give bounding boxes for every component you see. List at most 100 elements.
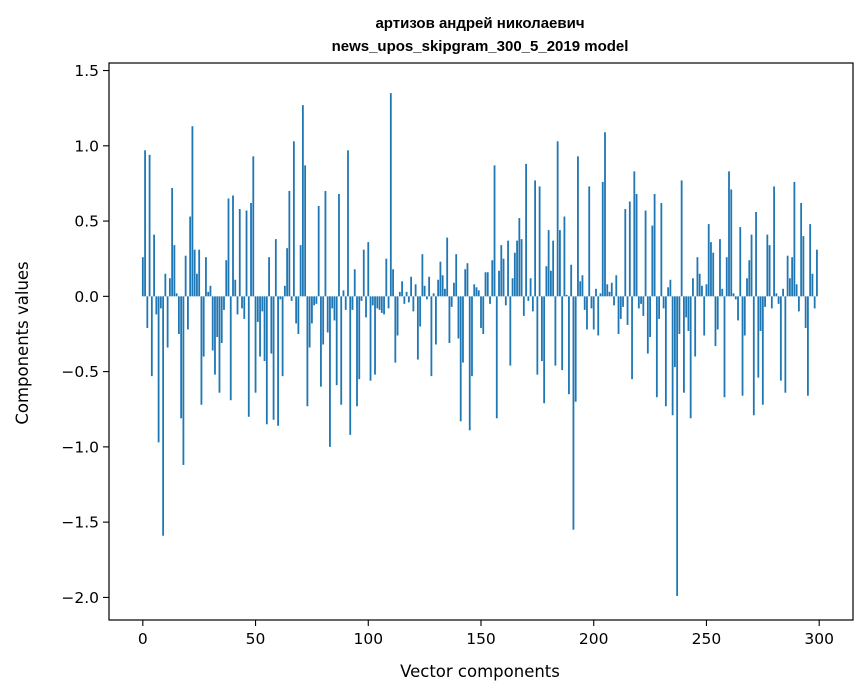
bar: [565, 294, 568, 297]
y-tick-label: −2.0: [61, 589, 99, 607]
bar: [432, 293, 435, 297]
bar: [256, 296, 259, 322]
bar: [380, 296, 383, 313]
bar: [425, 296, 428, 300]
bar: [660, 203, 663, 297]
bar: [635, 193, 638, 297]
bar: [703, 296, 706, 336]
bar: [698, 273, 701, 297]
bar: [317, 206, 320, 297]
bar: [444, 288, 446, 297]
bar: [304, 165, 307, 297]
bar: [392, 269, 394, 297]
bar: [811, 273, 814, 297]
bar: [344, 296, 347, 310]
bar: [707, 224, 710, 297]
bar: [338, 193, 340, 297]
bar: [545, 266, 548, 297]
chart-title-line-1: артизов андрей николаевич: [375, 15, 584, 32]
bar: [491, 260, 494, 297]
bar: [265, 296, 268, 425]
bar: [374, 296, 376, 375]
bar: [486, 272, 489, 297]
bar: [644, 210, 647, 297]
bar: [416, 296, 419, 360]
bar: [198, 249, 201, 297]
bar: [414, 284, 417, 297]
bar: [761, 296, 764, 405]
bar: [283, 285, 286, 297]
bar: [804, 296, 807, 328]
bar: [484, 272, 487, 297]
bar: [311, 296, 313, 324]
bar: [696, 257, 699, 297]
bar: [649, 296, 651, 337]
bar: [719, 239, 721, 297]
bar: [349, 296, 352, 435]
bar: [455, 254, 458, 297]
bar: [556, 141, 559, 297]
bar: [651, 225, 654, 297]
bar: [439, 261, 442, 297]
bar: [446, 237, 449, 297]
bar: [150, 296, 153, 377]
bar: [561, 296, 564, 371]
bar: [394, 296, 397, 363]
bar: [552, 240, 555, 297]
bar: [559, 230, 561, 297]
bar: [628, 201, 631, 297]
bar: [340, 296, 343, 405]
bar: [437, 279, 440, 297]
bar: [209, 285, 212, 297]
x-tick-label: 100: [353, 630, 383, 648]
bar: [288, 190, 291, 297]
bar: [802, 236, 805, 297]
y-tick-label: 0.0: [74, 288, 99, 306]
bar: [155, 296, 158, 315]
bar: [777, 296, 780, 304]
bar: [493, 165, 496, 297]
bar: [475, 287, 478, 297]
bar: [741, 296, 744, 396]
bar: [148, 154, 151, 297]
bar: [714, 296, 717, 347]
bar: [536, 296, 539, 375]
x-tick-label: 50: [246, 630, 266, 648]
bar: [809, 224, 812, 297]
bar: [301, 105, 304, 297]
bar: [784, 296, 787, 393]
bar: [613, 296, 615, 306]
bar: [746, 278, 748, 297]
bar: [477, 290, 480, 297]
bar: [252, 156, 255, 297]
bar: [502, 258, 505, 297]
bar: [205, 257, 207, 297]
bar: [518, 218, 521, 297]
bar: [245, 210, 248, 297]
bar: [297, 296, 300, 334]
bar: [272, 296, 275, 420]
bar: [254, 296, 257, 393]
bar: [522, 296, 525, 316]
bar: [306, 296, 309, 407]
bar: [728, 171, 730, 297]
bar: [166, 296, 169, 348]
bar: [662, 296, 665, 309]
bar: [180, 296, 183, 419]
bar: [450, 296, 453, 307]
bar: [633, 171, 636, 297]
bar: [782, 288, 785, 297]
bar: [324, 190, 327, 297]
x-tick-label: 200: [579, 630, 609, 648]
bar: [807, 296, 809, 396]
bar: [687, 296, 690, 331]
bar: [667, 287, 670, 297]
bar: [678, 296, 681, 334]
bar: [171, 187, 174, 297]
bar: [168, 278, 171, 297]
bar: [157, 296, 160, 443]
bar: [223, 296, 225, 310]
bar: [187, 296, 189, 330]
bar: [775, 293, 778, 297]
